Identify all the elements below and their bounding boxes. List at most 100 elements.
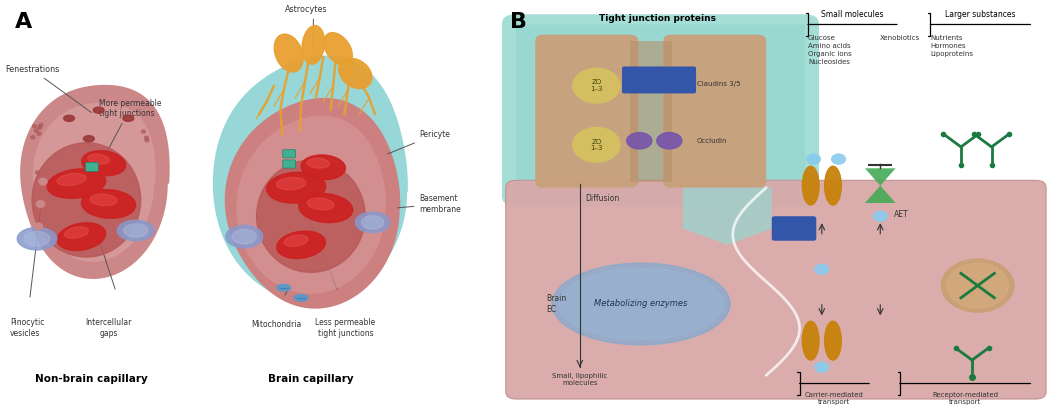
- Text: Metabolizing enzymes: Metabolizing enzymes: [594, 299, 688, 308]
- Text: Glucose
Amino acids
Organic ions
Nucleosides: Glucose Amino acids Organic ions Nucleos…: [807, 35, 852, 65]
- Ellipse shape: [93, 107, 104, 113]
- Polygon shape: [33, 103, 155, 262]
- FancyBboxPatch shape: [664, 35, 766, 188]
- Ellipse shape: [323, 33, 353, 65]
- FancyBboxPatch shape: [85, 162, 99, 171]
- Ellipse shape: [361, 216, 384, 229]
- Ellipse shape: [802, 322, 819, 360]
- Circle shape: [35, 129, 38, 132]
- FancyBboxPatch shape: [282, 160, 296, 168]
- Polygon shape: [213, 55, 407, 302]
- Text: Brain capillary: Brain capillary: [268, 373, 354, 384]
- Text: Diffusion: Diffusion: [585, 194, 619, 203]
- Ellipse shape: [82, 190, 135, 218]
- Polygon shape: [236, 115, 386, 294]
- Text: AET: AET: [895, 210, 909, 219]
- Circle shape: [37, 132, 41, 135]
- Circle shape: [832, 154, 845, 164]
- Circle shape: [38, 126, 42, 129]
- Ellipse shape: [58, 223, 106, 251]
- Ellipse shape: [24, 231, 49, 246]
- Ellipse shape: [256, 160, 365, 273]
- Ellipse shape: [274, 34, 303, 72]
- Ellipse shape: [123, 115, 133, 122]
- Circle shape: [947, 263, 1008, 308]
- Ellipse shape: [88, 154, 109, 164]
- Circle shape: [142, 130, 145, 133]
- Ellipse shape: [277, 284, 291, 291]
- Text: Receptor-mediated
transport: Receptor-mediated transport: [932, 392, 999, 405]
- Ellipse shape: [824, 166, 841, 205]
- Ellipse shape: [301, 155, 345, 180]
- Ellipse shape: [57, 173, 86, 186]
- Ellipse shape: [573, 69, 621, 103]
- Circle shape: [30, 135, 35, 139]
- Circle shape: [39, 178, 47, 185]
- Text: Less permeable
tight junctions: Less permeable tight junctions: [315, 318, 376, 338]
- Circle shape: [815, 264, 830, 275]
- FancyBboxPatch shape: [502, 14, 819, 206]
- Ellipse shape: [657, 133, 681, 149]
- Ellipse shape: [33, 143, 141, 257]
- Text: Astrocytes: Astrocytes: [285, 5, 328, 14]
- Text: Fenestrations: Fenestrations: [5, 65, 91, 113]
- Ellipse shape: [17, 228, 57, 250]
- Circle shape: [942, 259, 1014, 312]
- Ellipse shape: [276, 231, 326, 258]
- Ellipse shape: [232, 229, 256, 244]
- FancyBboxPatch shape: [622, 79, 696, 93]
- Text: Intercellular
gaps: Intercellular gaps: [85, 318, 131, 338]
- Text: Basement
membrane: Basement membrane: [398, 194, 461, 214]
- Ellipse shape: [627, 133, 652, 149]
- Circle shape: [36, 200, 45, 208]
- Circle shape: [33, 124, 37, 128]
- FancyBboxPatch shape: [622, 67, 696, 81]
- Text: A: A: [15, 12, 33, 32]
- Text: Larger substances: Larger substances: [945, 10, 1015, 19]
- Ellipse shape: [284, 235, 309, 246]
- Circle shape: [806, 154, 821, 164]
- FancyBboxPatch shape: [506, 180, 1046, 399]
- Ellipse shape: [308, 198, 334, 210]
- Ellipse shape: [573, 127, 621, 162]
- Text: B: B: [510, 12, 527, 32]
- Ellipse shape: [302, 26, 324, 64]
- Text: Pericyte: Pericyte: [387, 130, 450, 154]
- Circle shape: [34, 223, 43, 230]
- Text: Small molecules: Small molecules: [821, 10, 884, 19]
- Polygon shape: [682, 188, 772, 245]
- Ellipse shape: [82, 151, 126, 176]
- Text: Nutrients
Hormones
Lipoproteins: Nutrients Hormones Lipoproteins: [930, 35, 973, 57]
- Text: Pinocytic
vesicles: Pinocytic vesicles: [9, 318, 44, 338]
- Text: Carrier-mediated
transport: Carrier-mediated transport: [804, 392, 863, 405]
- Text: More permeable
tight junctions: More permeable tight junctions: [99, 99, 162, 165]
- Ellipse shape: [298, 194, 353, 222]
- Ellipse shape: [802, 166, 819, 205]
- Ellipse shape: [552, 263, 730, 345]
- Text: Mitochondria: Mitochondria: [251, 320, 301, 329]
- FancyBboxPatch shape: [630, 41, 672, 182]
- Circle shape: [145, 139, 149, 142]
- Ellipse shape: [824, 322, 841, 360]
- Ellipse shape: [276, 177, 306, 190]
- Polygon shape: [225, 98, 400, 309]
- Ellipse shape: [64, 227, 88, 238]
- Circle shape: [145, 136, 148, 140]
- FancyBboxPatch shape: [282, 150, 296, 158]
- Ellipse shape: [90, 194, 118, 206]
- Polygon shape: [20, 85, 170, 279]
- Ellipse shape: [124, 224, 148, 237]
- Ellipse shape: [294, 295, 308, 301]
- Ellipse shape: [64, 115, 75, 122]
- Circle shape: [873, 211, 887, 222]
- Circle shape: [36, 171, 40, 174]
- Ellipse shape: [308, 158, 330, 168]
- Text: Occludin: Occludin: [696, 138, 727, 144]
- Ellipse shape: [47, 169, 106, 198]
- Polygon shape: [705, 190, 738, 224]
- Circle shape: [39, 123, 43, 126]
- Text: Tight junction proteins: Tight junction proteins: [600, 14, 716, 23]
- FancyBboxPatch shape: [536, 35, 638, 188]
- Text: Small, lipophilic
molecules: Small, lipophilic molecules: [552, 373, 607, 386]
- Text: Brain
EC: Brain EC: [546, 294, 567, 314]
